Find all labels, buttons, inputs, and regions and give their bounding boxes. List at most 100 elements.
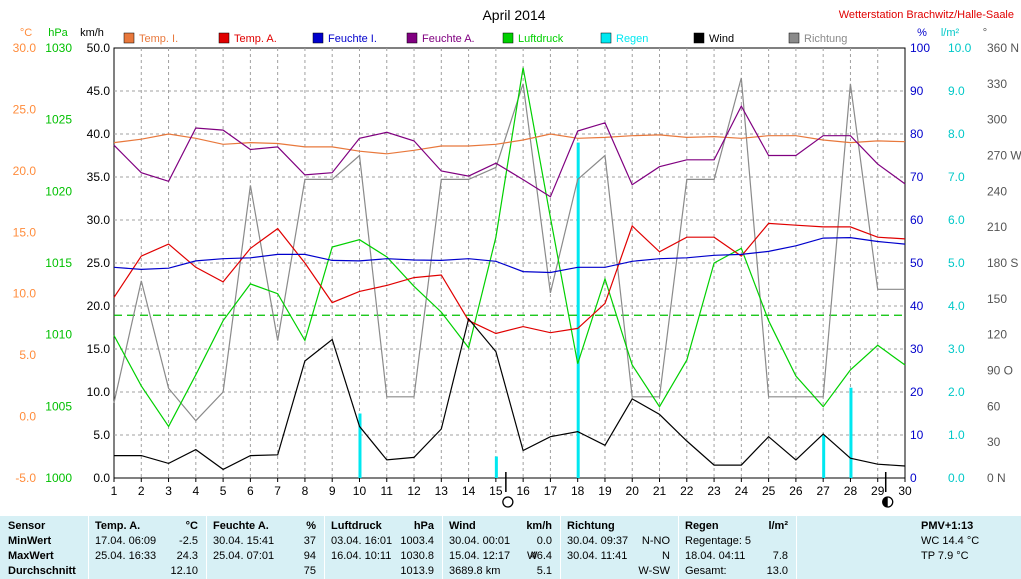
- wind-tick-label-10: 0.0: [93, 471, 110, 485]
- temp-tick-label-2: 20.0: [13, 164, 37, 178]
- legend-label-feuchte-a: Feuchte A.: [422, 33, 475, 45]
- humidity-tick-label-4: 60: [910, 213, 924, 227]
- rain-tick-label-8: 2.0: [948, 385, 965, 399]
- pressure-tick-label-1: 1025: [45, 113, 72, 127]
- pmv-wc: WC 14.4 °C: [921, 535, 980, 547]
- series-line-feuchte-i: [113, 236, 906, 274]
- wind-min-value: 0.0: [536, 535, 552, 547]
- temp-tick-label-6: 0.0: [19, 410, 36, 424]
- direction-tick-label-7: 150: [987, 292, 1007, 306]
- humidity-tick-label-6: 40: [910, 299, 924, 313]
- chart-canvas: 1 2 3 4 5 6 7 8 9 10 11 12 13 14 15 16 17 18 19 20 21 22 23 24 2…: [13, 7, 1021, 508]
- legend-swatch-temp-i: [123, 32, 135, 44]
- pressure-min-value: 1003.4: [400, 535, 434, 547]
- x-tick-label-2: 2: [138, 484, 145, 498]
- pressure-unit: hPa: [413, 520, 434, 532]
- direction-tick-label-5: 210: [987, 220, 1007, 234]
- x-tick-label-26: 26: [789, 484, 803, 498]
- station-name: Wetterstation Brachwitz/Halle-Saale: [839, 9, 1014, 21]
- rain-axis-unit: l/m²: [941, 27, 960, 39]
- legend-label-luftdruck: Luftdruck: [518, 33, 564, 45]
- stats-pressure: Luftdruck hPa 03.04. 16:01 1003.4 16.04.…: [324, 516, 442, 579]
- direction-axis-unit: °: [983, 27, 987, 39]
- wind-axis-unit: km/h: [80, 27, 104, 39]
- x-tick-label-24: 24: [735, 484, 749, 498]
- direction-tick-label-6: 180 S: [987, 256, 1018, 270]
- rain-bar-day-27: [822, 435, 826, 478]
- pressure-title: Luftdruck: [331, 520, 382, 532]
- humidity-axis-unit: %: [917, 27, 927, 39]
- humidity-max-value: 94: [303, 550, 316, 562]
- temp-avg-value: 12.10: [170, 565, 198, 577]
- stats-wind: Wind km/h 30.04. 00:01 0.0 15.04. 12:17 …: [442, 516, 560, 579]
- humidity-tick-label-0: 100: [910, 41, 930, 55]
- humidity-avg-value: 75: [303, 565, 316, 577]
- humidity-unit: %: [306, 520, 316, 532]
- direction-tick-label-9: 90 O: [987, 364, 1013, 378]
- label-avg: Durchschnitt: [8, 565, 76, 577]
- x-tick-label-1: 1: [111, 484, 118, 498]
- direction-tick-label-1: 330: [987, 77, 1007, 91]
- temp-axis-unit: °C: [20, 27, 32, 39]
- rain-title: Regen: [685, 520, 719, 532]
- pressure-tick-label-6: 1000: [45, 471, 72, 485]
- humidity-min-value: 37: [303, 535, 316, 547]
- wind-tick-label-6: 20.0: [87, 299, 111, 313]
- stats-pmv: PMV+1:13 WC 14.4 °C TP 7.9 °C: [796, 516, 1021, 579]
- x-tick-label-10: 10: [353, 484, 367, 498]
- rain-bar-day-18: [576, 142, 580, 478]
- stats-temp: Temp. A. °C 17.04. 06:09 -2.5 25.04. 16:…: [88, 516, 206, 579]
- label-max: MaxWert: [8, 550, 54, 562]
- rain-tick-label-7: 3.0: [948, 342, 965, 356]
- direction-tick-label-11: 30: [987, 435, 1001, 449]
- x-tick-label-20: 20: [626, 484, 640, 498]
- humidity-tick-label-2: 80: [910, 127, 924, 141]
- x-tick-label-19: 19: [598, 484, 612, 498]
- legend-swatch-regen: [600, 32, 612, 44]
- rain-tick-label-2: 8.0: [948, 127, 965, 141]
- x-tick-label-17: 17: [544, 484, 558, 498]
- pressure-max-time: 16.04. 10:11: [331, 550, 392, 562]
- x-tick-label-22: 22: [680, 484, 694, 498]
- temp-tick-label-7: -5.0: [15, 471, 36, 485]
- humidity-tick-label-9: 10: [910, 428, 924, 442]
- legend-label-regen: Regen: [616, 33, 648, 45]
- x-tick-label-16: 16: [516, 484, 530, 498]
- temp-tick-label-5: 5.0: [19, 348, 36, 362]
- x-tick-label-30: 30: [898, 484, 912, 498]
- rain-tick-label-5: 5.0: [948, 256, 965, 270]
- label-min: MinWert: [8, 535, 52, 547]
- legend-label-richtung: Richtung: [804, 33, 847, 45]
- x-tick-label-18: 18: [571, 484, 585, 498]
- temp-max-value: 24.3: [176, 550, 198, 562]
- direction-max-value: N: [662, 550, 670, 562]
- legend-label-temp-a: Temp. A.: [234, 33, 277, 45]
- x-tick-label-8: 8: [302, 484, 309, 498]
- rain-total-label: Gesamt:: [685, 565, 727, 577]
- temp-title: Temp. A.: [95, 520, 141, 532]
- wind-tick-label-3: 35.0: [87, 170, 111, 184]
- pressure-avg-value: 1013.9: [400, 565, 434, 577]
- label-sensor: Sensor: [8, 520, 46, 532]
- direction-title: Richtung: [567, 520, 615, 532]
- x-tick-label-12: 12: [407, 484, 421, 498]
- rain-max-time: 18.04. 04:11: [685, 550, 746, 562]
- full-moon-icon: [502, 496, 514, 508]
- direction-tick-label-0: 360 N: [987, 41, 1019, 55]
- rain-days: Regentage: 5: [685, 535, 752, 547]
- pressure-min-time: 03.04. 16:01: [331, 535, 393, 547]
- pressure-tick-label-2: 1020: [45, 184, 72, 198]
- rain-total-value: 13.0: [766, 565, 788, 577]
- x-tick-label-28: 28: [844, 484, 858, 498]
- wind-tick-label-0: 50.0: [87, 41, 111, 55]
- rain-bar-day-10: [358, 413, 362, 478]
- plot-area: [113, 47, 906, 479]
- humidity-tick-label-5: 50: [910, 256, 924, 270]
- rain-tick-label-1: 9.0: [948, 84, 965, 98]
- direction-min-value: N-NO: [641, 535, 670, 547]
- x-tick-label-25: 25: [762, 484, 776, 498]
- legend-label-wind: Wind: [709, 33, 734, 45]
- x-tick-label-11: 11: [381, 484, 394, 498]
- humidity-tick-label-8: 20: [910, 385, 924, 399]
- new-moon-icon: [882, 497, 888, 507]
